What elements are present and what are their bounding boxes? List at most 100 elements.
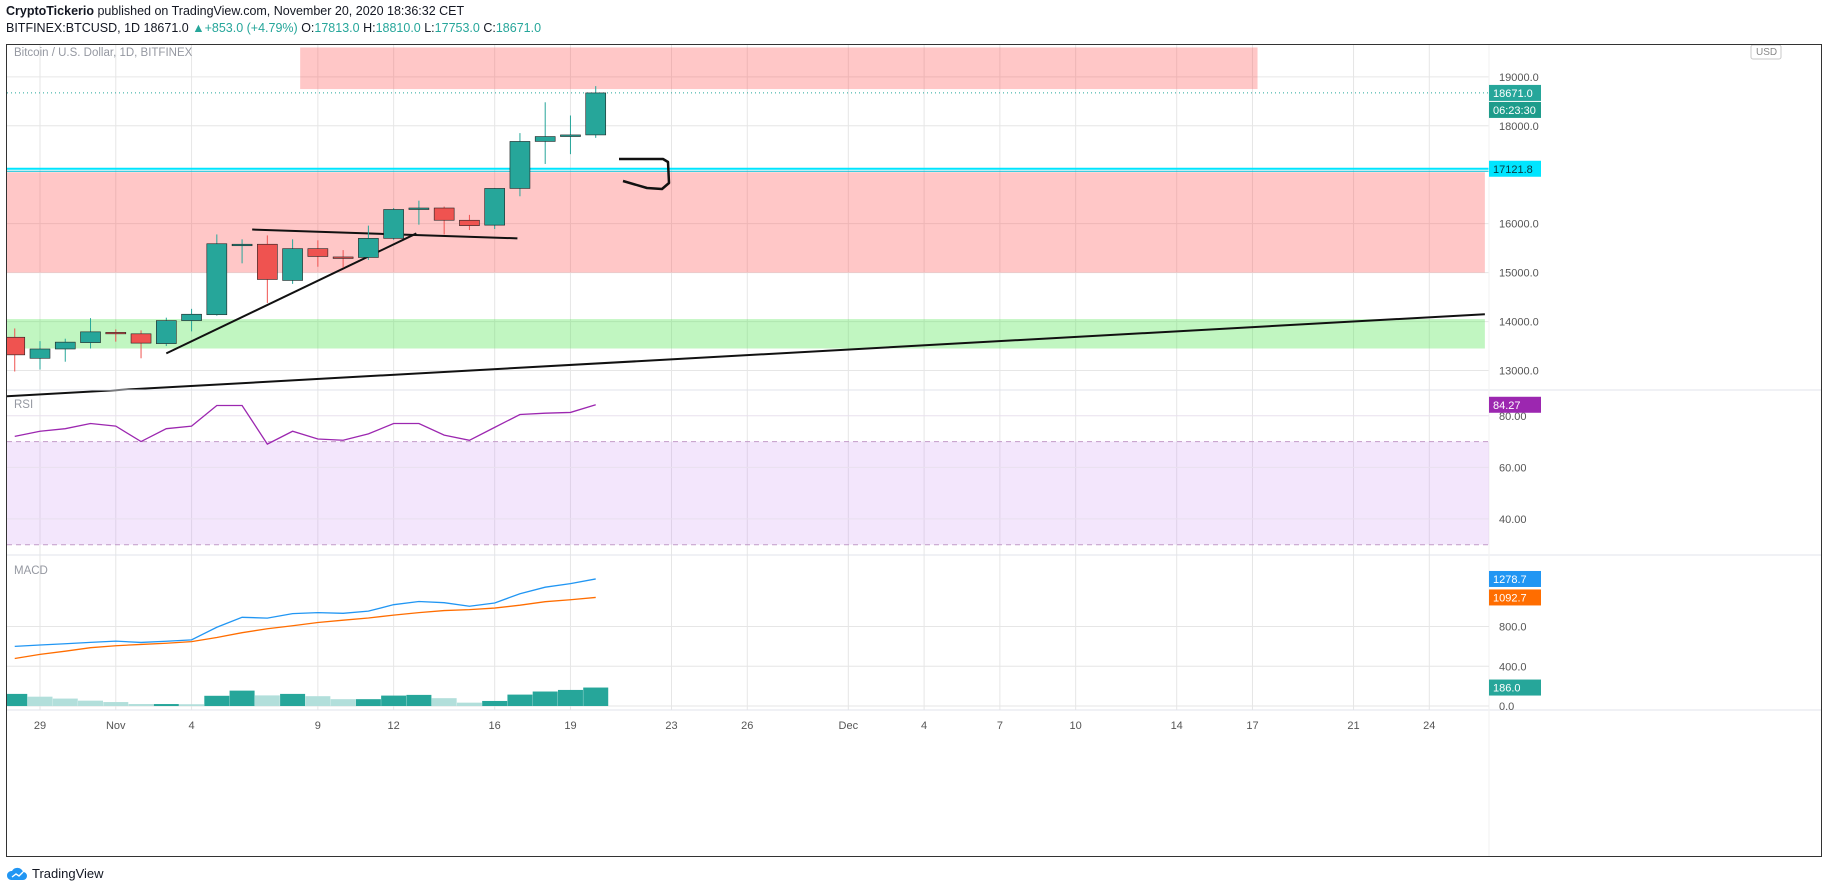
last-price: 18671.0 <box>143 21 189 35</box>
candle-body <box>206 243 228 316</box>
price-tick-label: 13000.0 <box>1499 366 1539 378</box>
last-price-badge-bg <box>1489 84 1541 101</box>
resistance-zone <box>300 47 1258 90</box>
resistance-zone <box>7 172 1485 273</box>
macd-histogram-bar <box>27 696 53 707</box>
low-label: L: <box>424 21 435 35</box>
macd-histogram-bar <box>78 700 104 707</box>
candle-body <box>231 243 253 247</box>
price-change: +853.0 (+4.79%) <box>204 21 298 35</box>
macd-title: MACD <box>14 565 48 577</box>
macd-histogram-bar <box>431 698 457 707</box>
candle-body <box>80 331 101 343</box>
candle-body <box>534 136 556 142</box>
date-tick-label: 16 <box>489 720 501 732</box>
chart-frame[interactable]: 13000.0 14000.0 15000.0 16000.0 18000.0 19000… <box>6 44 1822 857</box>
date-tick-label: 4 <box>188 720 194 732</box>
date-tick-label: 29 <box>34 720 46 732</box>
ohlc-header: BITFINEX:BTCUSD, 1D 18671.0 ▲+853.0 (+4.… <box>6 21 541 35</box>
high-value: 18810.0 <box>375 21 421 35</box>
tradingview-logo[interactable]: TradingView <box>6 866 104 881</box>
countdown-badge-bg <box>1489 101 1541 118</box>
date-tick-label: 17 <box>1246 720 1258 732</box>
candle-body <box>257 243 278 280</box>
rsi-tick-label: 60.00 <box>1499 462 1527 474</box>
signal-value-badge-bg <box>1489 589 1541 606</box>
macd-histogram-bar <box>330 699 356 707</box>
macd-value-badge-bg <box>1489 570 1541 587</box>
symbol-label: BITFINEX:BTCUSD, 1D <box>6 21 141 35</box>
chart-canvas[interactable]: 13000.0 14000.0 15000.0 16000.0 18000.0 19000… <box>7 45 1822 857</box>
rsi-value-badge: 84.27 <box>1493 400 1521 412</box>
rsi-value-badge-bg <box>1489 396 1541 413</box>
author-name[interactable]: CryptoTickerio <box>6 4 94 18</box>
chart-title: Bitcoin / U.S. Dollar, 1D, BITFINEX <box>14 47 193 59</box>
macd-histogram-bar <box>204 695 230 707</box>
price-tick-label: 19000.0 <box>1499 72 1539 84</box>
candle-body <box>383 209 404 239</box>
candle-body <box>484 188 505 226</box>
hist-value-badge-bg <box>1489 679 1541 696</box>
macd-histogram-bar <box>406 694 432 707</box>
level-badge: 17121.8 <box>1493 164 1533 176</box>
footer-brand: TradingView <box>32 866 104 881</box>
hist-value-badge: 186.0 <box>1493 683 1521 695</box>
rsi-line <box>14 404 596 445</box>
macd-line <box>14 578 596 648</box>
support-zone <box>7 319 1485 349</box>
date-tick-label: 23 <box>665 720 677 732</box>
candle-body <box>29 348 51 359</box>
macd-histogram-bar <box>7 693 28 707</box>
countdown-badge: 06:23:30 <box>1493 105 1536 117</box>
price-tick-label: 18000.0 <box>1499 121 1539 133</box>
date-tick-label: 10 <box>1070 720 1082 732</box>
date-tick-label: Dec <box>839 720 859 732</box>
low-value: 17753.0 <box>434 21 480 35</box>
macd-histogram-bar <box>103 702 129 707</box>
rsi-title: RSI <box>14 399 33 411</box>
candle-body <box>7 336 26 356</box>
signal-value-badge: 1092.7 <box>1493 592 1527 604</box>
date-tick-label: Nov <box>106 720 126 732</box>
candle-body <box>105 332 127 335</box>
rsi-band <box>7 441 1489 545</box>
publish-info: published on TradingView.com, November 2… <box>97 4 465 18</box>
macd-histogram-bar <box>532 691 558 707</box>
trendline <box>7 313 1485 398</box>
date-tick-label: 7 <box>997 720 1003 732</box>
candle-body <box>408 207 430 210</box>
candle-body <box>459 219 480 226</box>
candle-body <box>130 333 152 344</box>
open-label: O: <box>301 21 315 35</box>
macd-histogram-bar <box>355 699 381 707</box>
candle-body <box>509 141 531 189</box>
macd-histogram-bar <box>52 698 78 707</box>
macd-histogram-bar <box>583 687 609 707</box>
open-value: 17813.0 <box>314 21 360 35</box>
high-label: H: <box>363 21 376 35</box>
close-value: 18671.0 <box>495 21 542 35</box>
price-tick-label: 15000.0 <box>1499 268 1539 280</box>
change-up-icon: ▲ <box>192 21 205 35</box>
macd-histogram-bar <box>254 695 280 707</box>
candle-body <box>156 320 177 344</box>
candle-body <box>307 248 329 257</box>
macd-tick-label: 800.0 <box>1499 622 1527 634</box>
macd-histogram-bar <box>153 704 179 707</box>
tradingview-cloud-icon <box>6 867 27 880</box>
macd-histogram-bar <box>482 700 508 707</box>
publish-header: CryptoTickerio published on TradingView.… <box>6 4 464 18</box>
candle-body <box>585 92 607 136</box>
candle-body <box>54 341 76 350</box>
macd-value-badge: 1278.7 <box>1493 574 1527 586</box>
macd-histogram-bar <box>557 689 583 707</box>
date-tick-label: 21 <box>1347 720 1359 732</box>
currency-label: USD <box>1756 47 1777 58</box>
macd-histogram-bar <box>128 704 154 707</box>
macd-tick-label: 400.0 <box>1499 661 1527 673</box>
candle-body <box>433 207 455 221</box>
rsi-tick-label: 80.00 <box>1499 411 1527 423</box>
last-price-badge: 18671.0 <box>1493 88 1533 100</box>
macd-histogram-bar <box>507 694 533 707</box>
candle-body <box>282 248 303 281</box>
